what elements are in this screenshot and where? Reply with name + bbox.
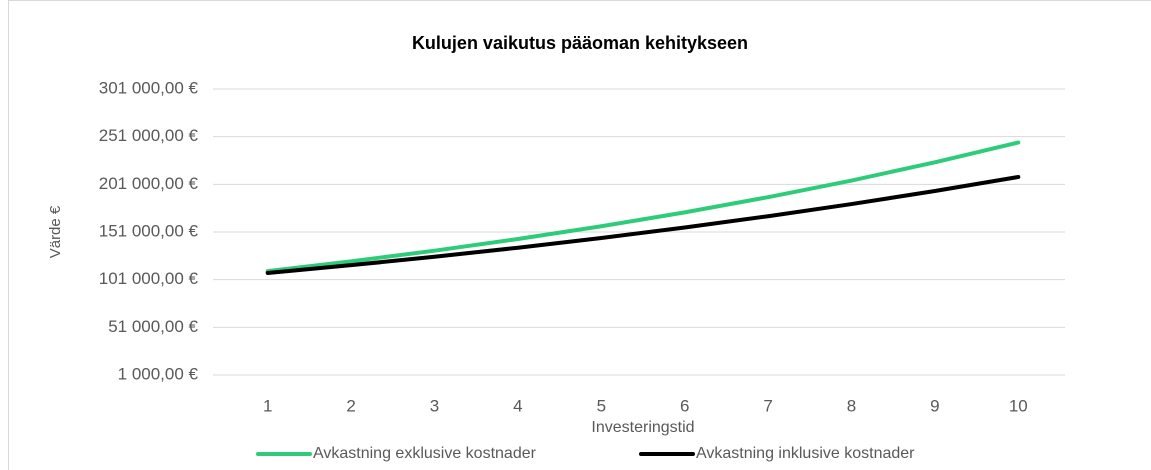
x-axis-label: Investeringstid (591, 419, 694, 436)
x-tick-label: 8 (847, 396, 856, 415)
x-tick-label: 9 (930, 396, 939, 415)
x-tick-label: 4 (513, 396, 522, 415)
x-tick-label: 7 (763, 396, 772, 415)
series-line (265, 140, 1021, 274)
y-tick-label: 101 000,00 € (99, 269, 199, 288)
x-tick-label: 6 (680, 396, 689, 415)
chart-border (8, 0, 1151, 470)
chart-title: Kulujen vaikutus pääoman kehitykseen (412, 33, 748, 53)
y-tick-label: 1 000,00 € (118, 364, 199, 383)
y-tick-label: 301 000,00 € (99, 78, 199, 97)
y-tick-label: 251 000,00 € (99, 126, 199, 145)
x-tick-label: 5 (597, 396, 606, 415)
x-tick-label: 10 (1009, 396, 1028, 415)
y-axis-label: Värde € (47, 205, 64, 258)
legend-label: Avkastning exklusive kostnader (313, 445, 537, 462)
series-line (265, 174, 1021, 275)
y-tick-label: 51 000,00 € (108, 317, 198, 336)
x-tick-label: 2 (346, 396, 355, 415)
y-tick-label: 151 000,00 € (99, 221, 199, 240)
legend-label: Avkastning inklusive kostnader (696, 445, 915, 462)
x-tick-label: 1 (263, 396, 272, 415)
x-tick-label: 3 (430, 396, 439, 415)
y-tick-label: 201 000,00 € (99, 174, 199, 193)
